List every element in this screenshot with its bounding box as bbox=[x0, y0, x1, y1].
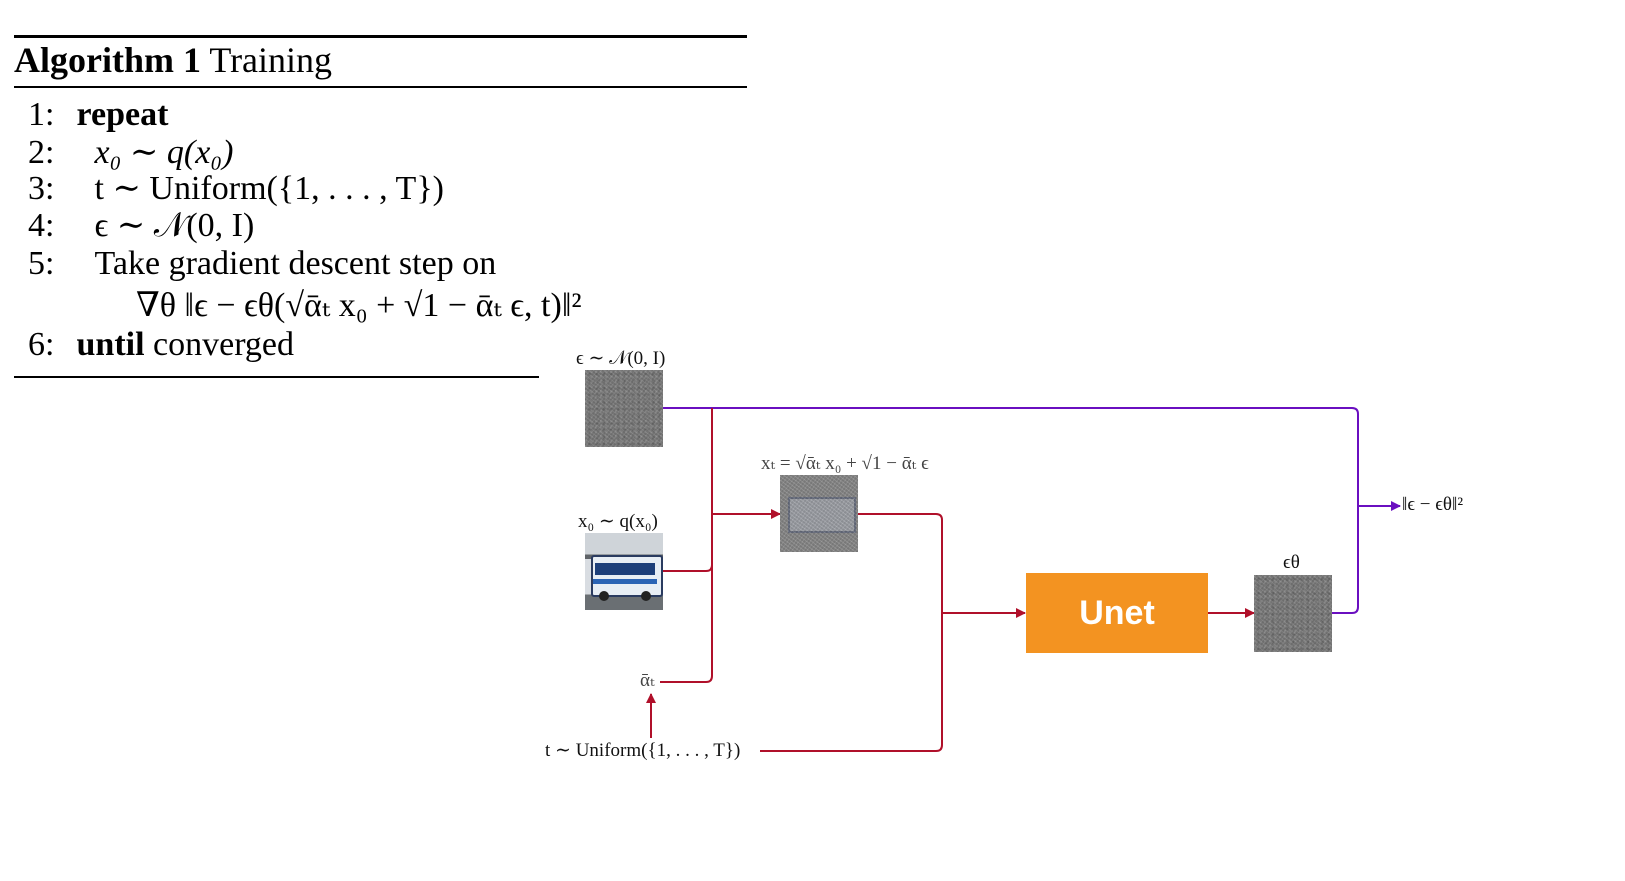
faded-bus-shape bbox=[788, 497, 856, 533]
unet-block: Unet bbox=[1026, 573, 1208, 653]
algorithm-bottom-rule bbox=[14, 376, 539, 378]
sample-noise-statement: ϵ ∼ 𝒩(0, I) bbox=[94, 207, 255, 244]
line-number: 4: bbox=[28, 207, 55, 244]
algorithm-title-rule bbox=[14, 86, 747, 88]
t-to-unet-wire bbox=[760, 613, 943, 752]
sample-t-statement: t ∼ Uniform({1, . . . , T}) bbox=[94, 170, 444, 207]
xt-label: xₜ = √ᾱₜ x₀ + √1 − ᾱₜ ϵ bbox=[761, 453, 929, 474]
until-condition: converged bbox=[153, 326, 295, 363]
algorithm-line-4: 4: ϵ ∼ 𝒩(0, I) bbox=[28, 207, 254, 245]
keyword-until: until bbox=[76, 326, 145, 363]
algorithm-line-1: 1: repeat bbox=[28, 96, 168, 134]
sample-x0-statement: x₀ ∼ q(x₀) bbox=[94, 134, 234, 171]
bus-wheel bbox=[641, 591, 651, 601]
bus-window bbox=[595, 563, 655, 575]
keyword-repeat: repeat bbox=[76, 96, 169, 133]
line-number: 6: bbox=[28, 326, 55, 363]
noise-to-loss-wire bbox=[663, 407, 1401, 511]
loss-label: ‖ϵ − ϵθ‖² bbox=[1402, 494, 1464, 515]
xt-to-unet-wire bbox=[858, 513, 943, 613]
line-number: 3: bbox=[28, 170, 55, 207]
bus-wheel bbox=[599, 591, 609, 601]
algorithm-line-2: 2: x₀ ∼ q(x₀) bbox=[28, 134, 233, 172]
line-number: 1: bbox=[28, 96, 55, 133]
alpha-bar-label: ᾱₜ bbox=[640, 670, 655, 691]
eps-theta-image bbox=[1254, 575, 1332, 652]
x0-to-xt-wire bbox=[663, 514, 713, 572]
algorithm-name: Training bbox=[209, 40, 333, 80]
bus-photo-x0 bbox=[585, 533, 663, 610]
bus-stripe bbox=[593, 579, 657, 584]
noise-image bbox=[585, 370, 663, 447]
t-uniform-label: t ∼ Uniform({1, . . . , T}) bbox=[545, 740, 741, 761]
eps-theta-label: ϵθ bbox=[1283, 552, 1300, 573]
bus-body bbox=[591, 555, 663, 597]
alpha-to-xt-wire bbox=[660, 514, 713, 683]
gradient-formula: ∇θ ‖ϵ − ϵθ(√ᾱₜ x₀ + √1 − ᾱₜ ϵ, t)‖² bbox=[136, 287, 582, 324]
algorithm-line-5-formula: ∇θ ‖ϵ − ϵθ(√ᾱₜ x₀ + √1 − ᾱₜ ϵ, t)‖² bbox=[136, 287, 582, 325]
noise-label: ϵ ∼ 𝒩(0, I) bbox=[576, 348, 666, 369]
algorithm-line-6: 6: until converged bbox=[28, 326, 294, 364]
eps-theta-to-loss-wire bbox=[1332, 506, 1359, 614]
algorithm-line-5: 5: Take gradient descent step on bbox=[28, 245, 496, 283]
line-number: 5: bbox=[28, 245, 55, 282]
gradient-step-statement: Take gradient descent step on bbox=[94, 245, 497, 282]
noise-grain bbox=[780, 475, 858, 552]
line-number: 2: bbox=[28, 134, 55, 171]
x0-label: x₀ ∼ q(x₀) bbox=[578, 511, 658, 532]
algorithm-line-3: 3: t ∼ Uniform({1, . . . , T}) bbox=[28, 170, 444, 208]
noisy-xt-image bbox=[780, 475, 858, 552]
algorithm-top-rule bbox=[14, 35, 747, 38]
algorithm-title: Algorithm 1 Training bbox=[14, 38, 332, 82]
algorithm-number: Algorithm 1 bbox=[14, 40, 201, 80]
